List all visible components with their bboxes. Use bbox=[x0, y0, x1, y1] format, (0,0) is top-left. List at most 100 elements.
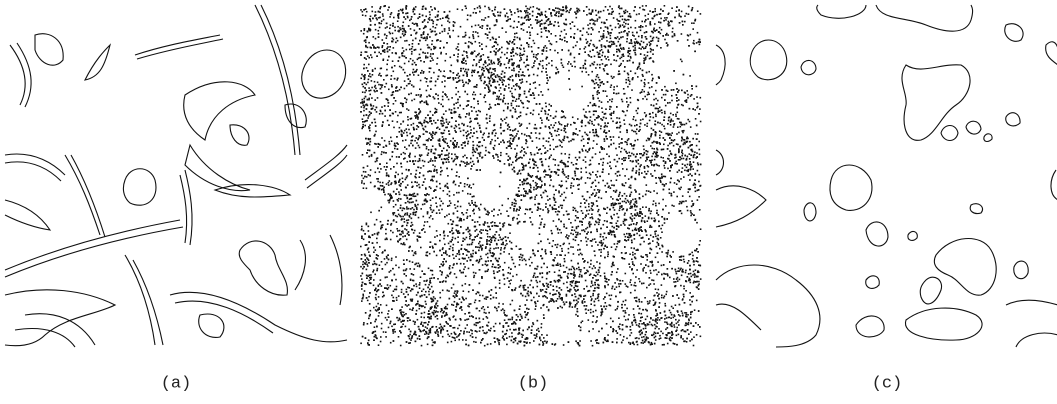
dot bbox=[487, 225, 489, 228]
dot bbox=[630, 239, 633, 242]
dot bbox=[392, 38, 395, 41]
dot bbox=[678, 203, 681, 205]
dot bbox=[656, 322, 658, 324]
dot bbox=[528, 258, 530, 261]
dot bbox=[485, 62, 487, 64]
dot bbox=[499, 127, 502, 129]
dot bbox=[462, 36, 464, 38]
dot bbox=[458, 338, 460, 341]
dot bbox=[476, 6, 479, 9]
dot bbox=[432, 290, 434, 293]
dot bbox=[634, 281, 636, 284]
dot bbox=[665, 328, 667, 331]
dot bbox=[427, 103, 429, 106]
dot bbox=[688, 195, 691, 198]
dot bbox=[548, 137, 550, 139]
dot bbox=[487, 136, 489, 138]
dot bbox=[521, 23, 524, 26]
dot bbox=[478, 242, 480, 245]
dot bbox=[562, 214, 565, 216]
dot bbox=[556, 243, 559, 246]
dot bbox=[380, 261, 383, 263]
dot bbox=[680, 139, 683, 142]
dot bbox=[572, 280, 575, 282]
dot bbox=[590, 285, 592, 288]
dot bbox=[493, 266, 496, 268]
dot bbox=[645, 115, 647, 118]
dot bbox=[485, 316, 488, 318]
dot bbox=[367, 78, 370, 81]
dot bbox=[524, 259, 527, 262]
dot bbox=[600, 146, 602, 149]
dot bbox=[602, 223, 605, 226]
dot bbox=[432, 59, 434, 61]
dot bbox=[373, 279, 375, 281]
dot bbox=[434, 189, 436, 191]
dot bbox=[383, 139, 386, 142]
dot bbox=[603, 140, 606, 142]
dot bbox=[633, 343, 635, 346]
dot bbox=[648, 321, 651, 323]
dot bbox=[638, 212, 641, 215]
dot bbox=[469, 136, 471, 139]
dot bbox=[524, 316, 527, 319]
dot bbox=[627, 155, 630, 157]
dot bbox=[636, 153, 638, 155]
dot bbox=[611, 43, 613, 46]
dot bbox=[466, 217, 468, 219]
dot bbox=[468, 251, 470, 253]
dot bbox=[407, 286, 409, 289]
dot bbox=[651, 86, 653, 88]
dot bbox=[362, 177, 365, 180]
dot bbox=[442, 247, 444, 249]
dot bbox=[539, 208, 542, 210]
dot bbox=[554, 211, 557, 213]
contour bbox=[14, 313, 96, 348]
dot bbox=[518, 93, 520, 96]
dot bbox=[596, 18, 599, 20]
dot bbox=[363, 109, 365, 112]
dot bbox=[559, 279, 561, 282]
dot bbox=[430, 77, 433, 79]
dot bbox=[613, 43, 616, 45]
dot bbox=[425, 296, 428, 298]
dot bbox=[693, 336, 695, 338]
dot bbox=[427, 85, 429, 87]
dot bbox=[652, 116, 655, 119]
dot bbox=[628, 123, 631, 126]
contour bbox=[179, 169, 193, 246]
dot bbox=[665, 19, 667, 21]
dot bbox=[596, 261, 598, 263]
dot bbox=[478, 209, 481, 211]
dot bbox=[374, 320, 376, 323]
dot bbox=[606, 72, 608, 75]
dot bbox=[511, 116, 514, 119]
dot bbox=[635, 300, 638, 303]
dot bbox=[566, 281, 568, 284]
dot bbox=[676, 117, 679, 120]
dot bbox=[633, 284, 635, 287]
dot bbox=[628, 186, 630, 189]
dot bbox=[563, 223, 565, 226]
dot bbox=[650, 49, 653, 51]
dot bbox=[624, 304, 626, 306]
dot bbox=[596, 273, 599, 276]
dot bbox=[574, 239, 577, 242]
dot bbox=[521, 101, 523, 104]
dot bbox=[453, 292, 456, 294]
dot bbox=[522, 194, 525, 196]
dot bbox=[596, 91, 598, 93]
dot bbox=[368, 111, 371, 113]
dot bbox=[543, 337, 545, 339]
dot bbox=[367, 81, 369, 84]
dot bbox=[631, 152, 633, 155]
dot bbox=[536, 19, 539, 22]
dot bbox=[627, 85, 629, 88]
dot bbox=[689, 75, 691, 77]
dot bbox=[574, 207, 576, 210]
dot bbox=[497, 159, 499, 161]
dot bbox=[545, 288, 548, 290]
dot bbox=[532, 73, 535, 76]
dot bbox=[528, 135, 530, 137]
dot bbox=[441, 136, 444, 138]
